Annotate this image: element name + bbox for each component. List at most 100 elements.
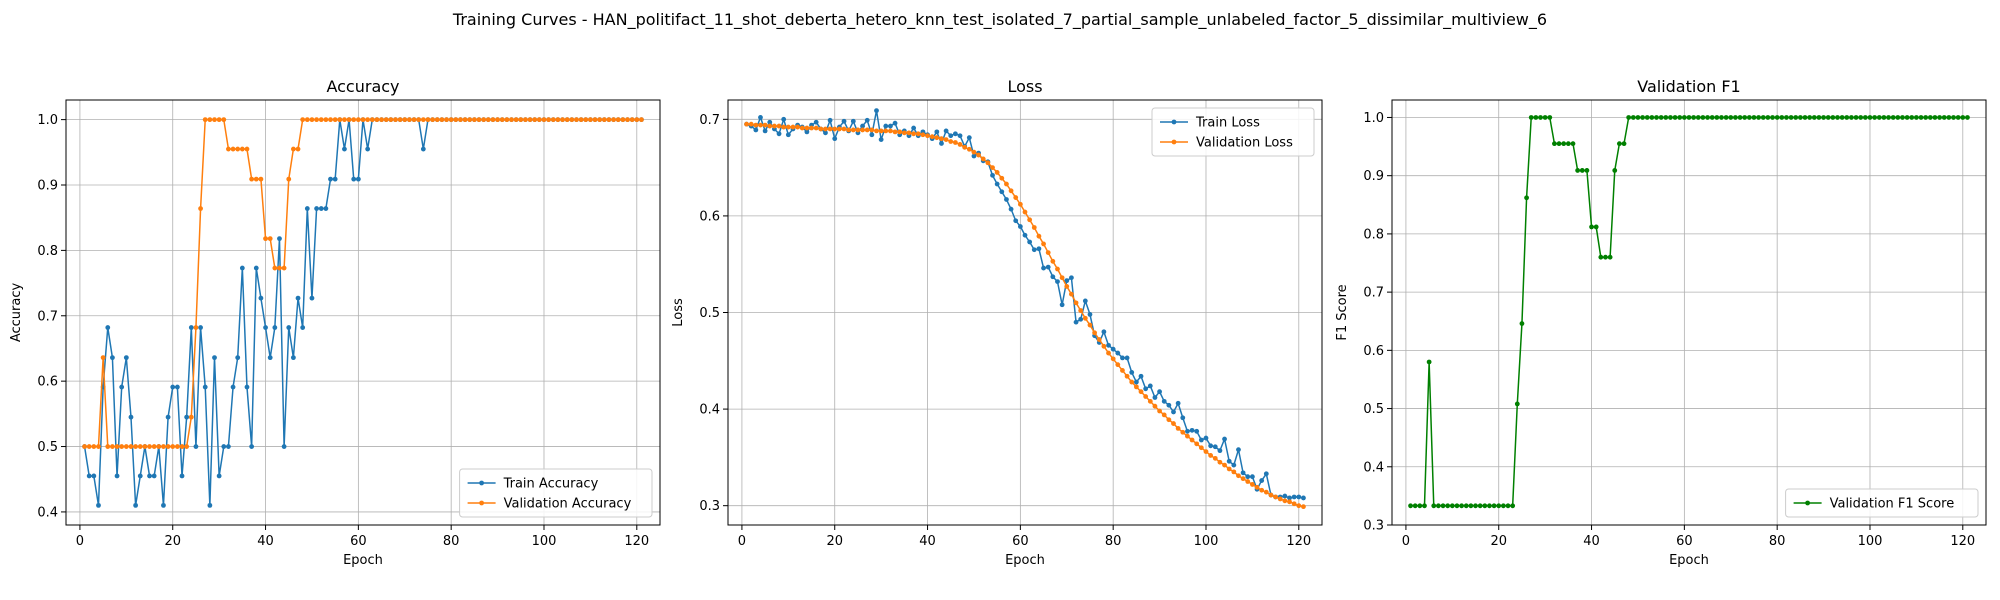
y-tick-label: 0.7 <box>1363 286 1384 301</box>
data-point <box>1157 389 1162 395</box>
data-point <box>1927 115 1933 120</box>
data-point <box>258 176 264 182</box>
data-point <box>1417 503 1423 509</box>
data-point <box>994 181 1000 187</box>
data-point <box>355 176 361 182</box>
data-point <box>300 117 306 123</box>
data-point <box>1821 115 1826 120</box>
data-point <box>1013 218 1019 224</box>
data-point <box>1681 115 1687 120</box>
data-point <box>198 206 203 211</box>
data-point <box>304 117 310 123</box>
data-point <box>818 126 824 132</box>
data-point <box>1194 428 1200 434</box>
data-point <box>263 236 268 242</box>
data-point <box>1291 501 1297 507</box>
y-tick-label: 0.4 <box>1363 460 1384 475</box>
data-point <box>1110 356 1116 362</box>
chart-panel-3: 0 20 40 60 80 100 120 0.3 0.4 0.5 0.6 0.7 0.8 0.9 1.0 V… <box>1335 77 1987 568</box>
data-point <box>1881 115 1887 120</box>
data-point <box>318 206 324 211</box>
data-point <box>253 265 259 271</box>
data-point <box>1064 278 1070 284</box>
data-point <box>1189 427 1195 433</box>
data-point <box>272 325 278 330</box>
data-point <box>869 132 875 138</box>
data-point <box>328 176 333 182</box>
y-tick-label: 0.3 <box>699 499 720 514</box>
data-point <box>990 165 995 171</box>
data-point <box>100 355 106 361</box>
data-point <box>286 176 292 182</box>
data-point <box>611 117 616 123</box>
data-point <box>1445 503 1451 509</box>
data-point <box>1663 115 1669 120</box>
data-point <box>239 265 245 271</box>
legend-box <box>1785 488 1979 518</box>
data-point <box>1603 254 1608 260</box>
data-point <box>1825 115 1831 120</box>
data-point <box>504 117 510 123</box>
data-point <box>1677 115 1683 120</box>
data-point <box>1203 435 1209 441</box>
data-point <box>1203 449 1209 454</box>
data-point <box>1282 493 1288 499</box>
data-point <box>174 444 180 449</box>
data-point <box>402 117 408 123</box>
data-point <box>1022 232 1028 238</box>
x-tick-label: 100 <box>1194 534 1219 549</box>
data-point <box>513 117 519 123</box>
data-point <box>151 444 157 449</box>
data-point <box>434 117 440 123</box>
data-point <box>105 444 111 449</box>
data-point <box>147 473 152 479</box>
data-point <box>193 444 199 449</box>
data-point <box>943 137 949 143</box>
legend-swatch-marker <box>479 480 484 486</box>
data-point <box>1612 168 1618 173</box>
data-point <box>634 117 640 123</box>
data-point <box>244 384 250 390</box>
data-point <box>785 124 791 130</box>
data-point <box>509 117 514 123</box>
data-point <box>781 116 787 122</box>
data-point <box>957 133 963 139</box>
data-point <box>957 142 963 147</box>
data-point <box>1036 233 1042 239</box>
data-point <box>1784 115 1789 120</box>
data-point <box>1017 201 1023 207</box>
data-point <box>369 117 375 123</box>
data-point <box>420 117 426 123</box>
data-point <box>360 117 366 123</box>
data-point <box>170 384 176 390</box>
x-tick-label: 60 <box>350 534 367 549</box>
data-point <box>569 117 575 123</box>
data-point <box>1101 343 1107 349</box>
data-point <box>1087 322 1093 328</box>
data-point <box>1263 489 1269 495</box>
data-point <box>532 117 538 123</box>
data-point <box>1482 503 1488 509</box>
data-point <box>1737 115 1743 120</box>
data-point <box>1770 115 1775 120</box>
data-point <box>165 444 171 449</box>
x-tick-label: 0 <box>76 534 84 549</box>
data-point <box>1598 254 1604 260</box>
chart-title: Accuracy <box>326 77 399 96</box>
data-point <box>110 444 115 449</box>
data-point <box>351 176 357 182</box>
data-point <box>1152 403 1158 409</box>
data-point <box>1226 458 1232 464</box>
x-tick-label: 60 <box>1012 534 1029 549</box>
data-point <box>1175 426 1181 431</box>
data-point <box>133 444 139 449</box>
data-point <box>1008 188 1014 194</box>
data-point <box>1436 503 1441 509</box>
data-point <box>1282 498 1288 504</box>
data-point <box>239 146 245 152</box>
data-point <box>1268 492 1274 498</box>
data-point <box>128 414 134 420</box>
data-point <box>1115 350 1121 356</box>
data-point <box>620 117 626 123</box>
